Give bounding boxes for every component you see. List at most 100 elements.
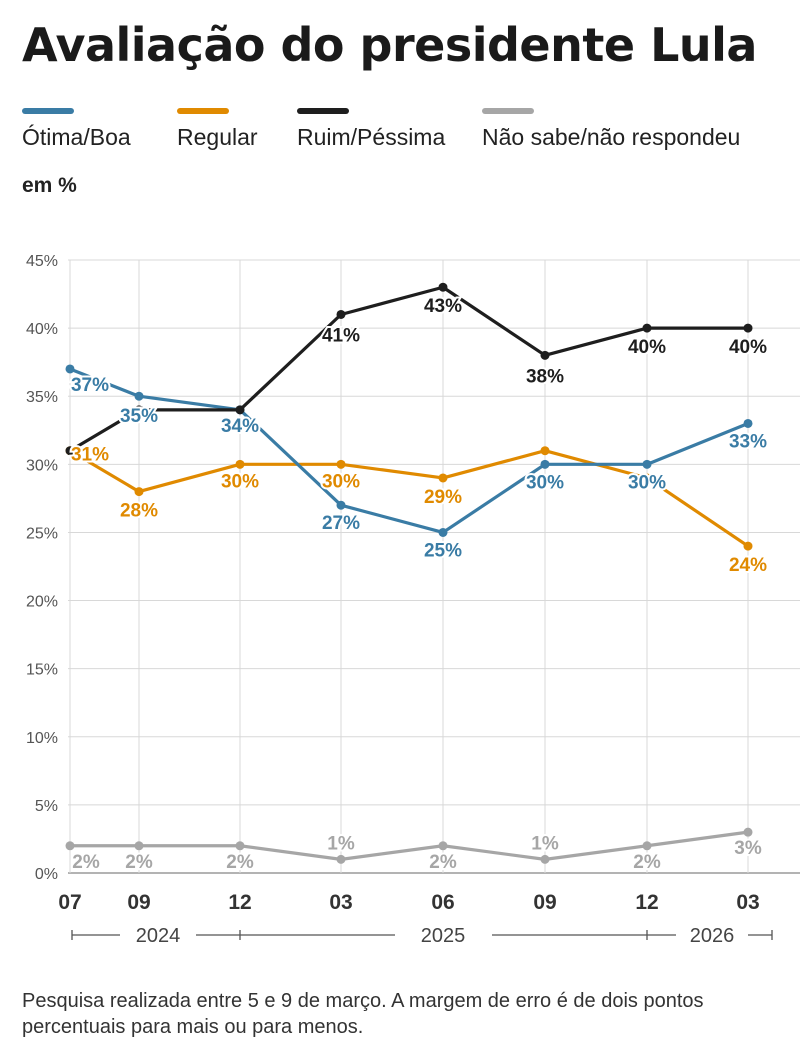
- legend-swatch: [177, 108, 229, 114]
- data-label: 28%: [120, 501, 158, 522]
- x-tick-label: 03: [736, 891, 759, 914]
- data-label: 1%: [327, 833, 355, 854]
- data-point: [642, 841, 652, 851]
- data-point: [743, 323, 753, 333]
- data-point: [336, 854, 346, 864]
- data-point: [336, 309, 346, 319]
- data-point: [438, 473, 448, 483]
- year-label: 2026: [690, 925, 735, 947]
- y-tick-label: 40%: [26, 321, 58, 338]
- data-point: [642, 473, 652, 483]
- x-tick-label: 12: [228, 891, 251, 914]
- legend-label: Não sabe/não respondeu: [482, 124, 741, 150]
- data-point: [642, 323, 652, 333]
- data-label: 2%: [72, 852, 100, 873]
- data-point: [235, 405, 245, 415]
- legend-item-nao-sabe: Não sabe/não respondeu: [482, 108, 740, 151]
- unit-label: em %: [22, 174, 77, 197]
- data-point: [235, 459, 245, 469]
- legend-label: Ruim/Péssima: [297, 124, 446, 150]
- data-label: 30%: [221, 471, 259, 492]
- data-label: 43%: [424, 296, 462, 317]
- data-label: 33%: [729, 431, 767, 452]
- legend-label: Ótima/Boa: [22, 124, 131, 150]
- series-0: [65, 364, 753, 537]
- x-tick-label: 06: [431, 891, 454, 914]
- legend-swatch: [482, 108, 534, 114]
- data-point: [65, 841, 75, 851]
- data-point: [438, 527, 448, 537]
- y-tick-label: 10%: [26, 730, 58, 747]
- data-point: [540, 854, 550, 864]
- data-label: 25%: [424, 540, 462, 561]
- y-tick-label: 0%: [35, 866, 58, 883]
- data-label: 29%: [424, 487, 462, 508]
- data-label: 27%: [322, 513, 360, 534]
- data-label: 31%: [71, 445, 109, 466]
- data-label: 3%: [734, 838, 762, 859]
- data-point: [134, 841, 144, 851]
- data-label: 2%: [429, 852, 457, 873]
- data-point: [134, 405, 144, 415]
- data-point: [438, 282, 448, 292]
- x-tick-label: 03: [329, 891, 352, 914]
- data-label: 35%: [120, 406, 158, 427]
- x-tick-label: 12: [635, 891, 658, 914]
- data-point: [743, 827, 753, 837]
- series-3: [65, 827, 753, 864]
- y-tick-label: 35%: [26, 389, 58, 406]
- data-label: 2%: [633, 852, 661, 873]
- y-tick-label: 15%: [26, 662, 58, 679]
- y-tick-label: 45%: [26, 253, 58, 270]
- data-point: [743, 418, 753, 428]
- data-label: 34%: [221, 416, 259, 437]
- line-chart: 0% 5% 10% 15% 20% 25% 30% 35% 40% 45% 07 09 12 03 06 09…: [26, 253, 800, 947]
- data-point: [438, 841, 448, 851]
- data-point: [540, 446, 550, 456]
- x-tick-label: 09: [533, 891, 556, 914]
- data-point: [134, 487, 144, 497]
- chart-legend: Ótima/Boa Regular Ruim/Péssima Não sabe/…: [22, 108, 792, 158]
- data-point: [65, 446, 75, 456]
- data-point: [642, 459, 652, 469]
- data-point: [134, 391, 144, 401]
- data-label: 30%: [322, 471, 360, 492]
- data-point: [540, 350, 550, 360]
- year-label: 2025: [421, 925, 466, 947]
- data-label: 24%: [729, 555, 767, 576]
- data-point: [336, 500, 346, 510]
- y-tick-label: 30%: [26, 457, 58, 474]
- series-line: [70, 830, 749, 861]
- y-tick-label: 5%: [35, 798, 58, 815]
- legend-item-ruim-pessima: Ruim/Péssima: [297, 108, 445, 151]
- data-label: 40%: [628, 337, 666, 358]
- legend-item-otima-boa: Ótima/Boa: [22, 108, 131, 151]
- data-label: 40%: [729, 337, 767, 358]
- y-tick-label: 25%: [26, 525, 58, 542]
- legend-item-regular: Regular: [177, 108, 258, 151]
- legend-swatch: [297, 108, 349, 114]
- data-label: 30%: [526, 472, 564, 493]
- data-point: [336, 459, 346, 469]
- data-point: [65, 364, 75, 374]
- series-line: [69, 367, 749, 535]
- data-label: 30%: [628, 472, 666, 493]
- data-label: 38%: [526, 366, 564, 387]
- data-point: [540, 459, 550, 469]
- page-title: Avaliação do presidente Lula: [22, 18, 757, 72]
- legend-label: Regular: [177, 124, 258, 150]
- y-tick-label: 20%: [26, 594, 58, 611]
- year-label: 2024: [136, 925, 181, 947]
- x-tick-label: 09: [127, 891, 150, 914]
- series-2: [65, 282, 753, 456]
- series-line: [69, 449, 749, 548]
- data-point: [235, 841, 245, 851]
- data-point: [743, 541, 753, 551]
- legend-swatch: [22, 108, 74, 114]
- data-label: 41%: [322, 325, 360, 346]
- data-label: 2%: [125, 852, 153, 873]
- data-label: 2%: [226, 852, 254, 873]
- footnote: Pesquisa realizada entre 5 e 9 de março.…: [22, 990, 704, 1038]
- data-label: 1%: [531, 833, 559, 854]
- series-line: [69, 285, 748, 453]
